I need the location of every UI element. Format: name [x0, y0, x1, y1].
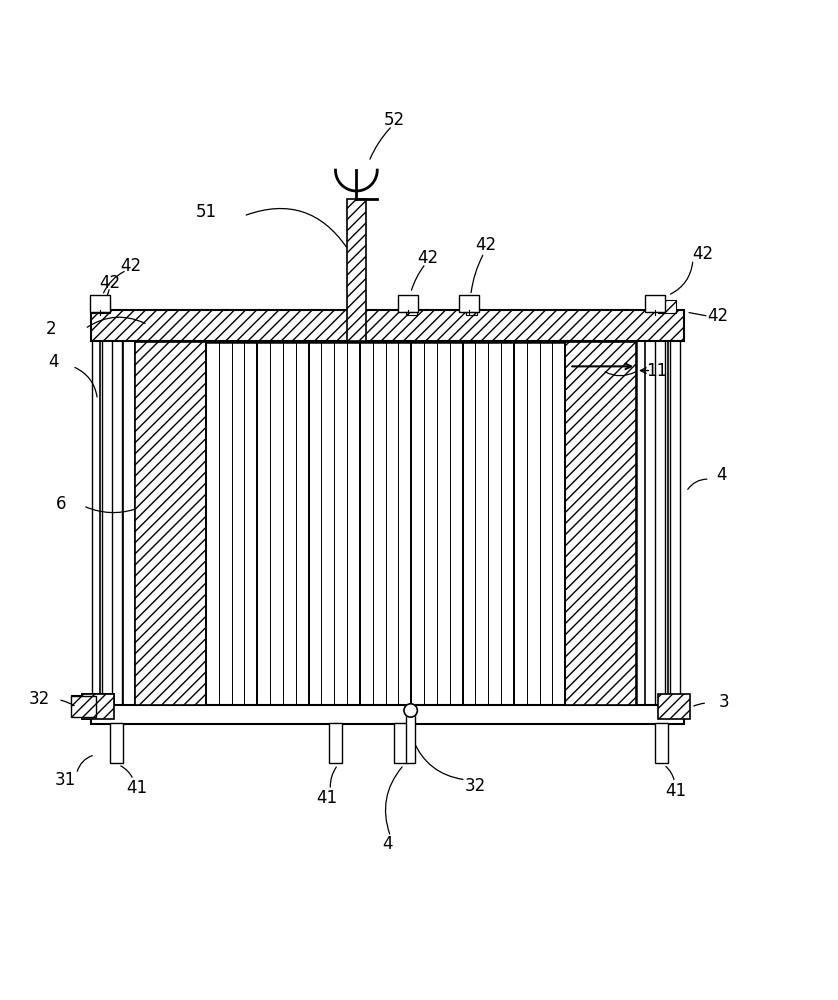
Text: 41: 41: [317, 789, 338, 807]
Text: 42: 42: [416, 249, 438, 267]
Text: 11: 11: [646, 362, 668, 380]
Bar: [459, 295, 479, 312]
Text: 32: 32: [465, 777, 486, 795]
Bar: [91, 310, 684, 341]
Text: 6: 6: [56, 495, 67, 513]
Bar: [91, 300, 110, 313]
Bar: [644, 340, 668, 705]
Bar: [658, 694, 690, 719]
Text: 52: 52: [383, 111, 405, 129]
Text: 4: 4: [382, 835, 392, 853]
Bar: [135, 342, 636, 705]
Bar: [565, 342, 636, 705]
Bar: [135, 342, 206, 705]
Bar: [328, 723, 342, 763]
Bar: [90, 295, 110, 312]
Text: 4: 4: [48, 353, 59, 371]
Circle shape: [404, 704, 417, 717]
Bar: [82, 694, 114, 719]
Bar: [91, 705, 684, 724]
Text: 2: 2: [46, 320, 57, 338]
Text: 4: 4: [716, 466, 727, 484]
Bar: [100, 340, 123, 705]
Text: 42: 42: [121, 257, 142, 275]
Bar: [394, 723, 407, 763]
Bar: [658, 300, 676, 313]
Bar: [466, 303, 478, 315]
Bar: [645, 295, 665, 312]
Bar: [70, 696, 96, 717]
Text: 51: 51: [195, 203, 216, 221]
Bar: [347, 199, 365, 341]
Text: 3: 3: [718, 693, 729, 711]
Text: 41: 41: [665, 782, 687, 800]
Text: 42: 42: [692, 245, 713, 263]
Bar: [70, 695, 83, 705]
Bar: [406, 303, 417, 315]
Bar: [398, 295, 418, 312]
Bar: [654, 723, 668, 763]
Text: 31: 31: [55, 771, 76, 789]
Text: 42: 42: [100, 274, 121, 292]
Bar: [406, 710, 415, 763]
Bar: [82, 694, 114, 719]
Text: 42: 42: [475, 236, 496, 254]
Text: 41: 41: [127, 779, 147, 797]
Bar: [110, 723, 123, 763]
Text: 32: 32: [28, 690, 49, 708]
Text: 42: 42: [707, 307, 728, 325]
